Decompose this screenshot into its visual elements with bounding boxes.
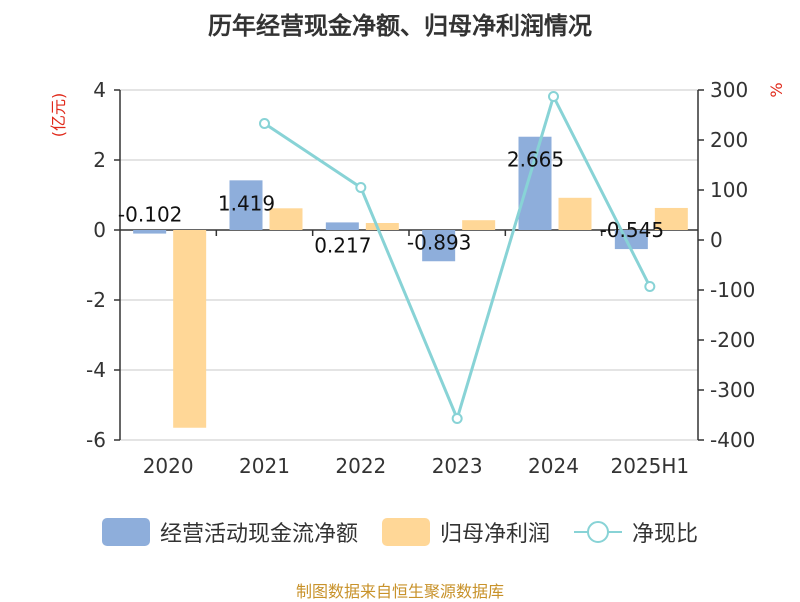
ratio-line-layer (259, 91, 656, 424)
chart-title: 历年经营现金净额、归母净利润情况 (208, 12, 592, 40)
legend-item-ratio[interactable]: 净现比 (574, 516, 698, 548)
legend-line-icon (574, 518, 622, 546)
data-label-cash-flow: -0.893 (407, 230, 471, 254)
bar-cash-flow (518, 136, 552, 230)
legend-label-cash-flow: 经营活动现金流净额 (159, 522, 358, 547)
legend-label-ratio: 净现比 (632, 522, 699, 547)
right-axis-tick-label: -100 (710, 278, 755, 302)
left-axis-tick-label: 2 (93, 148, 106, 172)
legend-swatch-cash-flow (101, 518, 150, 546)
legend-swatch-net-profit (381, 518, 430, 546)
x-axis-category-label: 2020 (143, 454, 194, 478)
left-axis-tick-label: -2 (86, 288, 106, 312)
bar-cash-flow (325, 222, 359, 230)
bars (133, 136, 688, 428)
data-labels: -0.102 1.419 0.217 -0.893 2.665 -0.545 (118, 148, 664, 258)
left-axis-tick-label: -6 (86, 428, 106, 452)
x-axis-category-label: 2023 (432, 454, 483, 478)
bar-net-profit (365, 223, 399, 230)
right-axis-tick-label: 100 (710, 178, 748, 202)
bar-net-profit (173, 230, 207, 428)
bar-net-profit (654, 207, 688, 230)
grid-lines (120, 89, 698, 441)
right-axis-tick-label: -300 (710, 378, 755, 402)
legend-item-net-profit[interactable]: 归母净利润 (381, 516, 550, 548)
data-label-cash-flow: -0.545 (600, 218, 664, 242)
left-axis-tick-label: -4 (86, 358, 106, 382)
right-axis-tick-label: 300 (710, 78, 748, 102)
left-axis-tick-label: 4 (93, 78, 106, 102)
ratio-point (259, 118, 270, 129)
data-label-cash-flow: 0.217 (314, 233, 371, 257)
bar-net-profit (558, 197, 592, 230)
bar-cash-flow (229, 180, 263, 230)
legend-label-net-profit: 归母净利润 (439, 522, 550, 547)
ratio-point (451, 413, 463, 424)
left-axis-tick-label: 0 (93, 218, 106, 242)
right-axis-tick-label: 0 (710, 228, 723, 252)
right-axis-tick-label: -400 (710, 428, 755, 452)
ratio-point (355, 182, 367, 193)
x-axis-category-label: 2024 (528, 454, 579, 478)
ratio-point (548, 91, 559, 102)
data-label-cash-flow: 1.419 (218, 191, 275, 215)
data-label-cash-flow: -0.102 (118, 203, 182, 227)
data-label-cash-flow: 2.665 (507, 148, 564, 172)
bar-net-profit (269, 208, 303, 230)
bar-cash-flow (422, 230, 456, 262)
right-axis-unit-label: % (767, 82, 786, 97)
x-axis-category-label: 2021 (239, 454, 290, 478)
right-axis-tick-label: -200 (710, 328, 755, 352)
ratio-point (644, 281, 656, 292)
x-axis-category-label: 2025H1 (610, 454, 689, 478)
left-axis-unit-label: (亿元) (49, 93, 68, 138)
x-axis-category-label: 2022 (335, 454, 386, 478)
bar-cash-flow (133, 230, 167, 234)
legend-item-cash-flow[interactable]: 经营活动现金流净额 (101, 516, 358, 548)
legend: 经营活动现金流净额 归母净利润 净现比 (0, 516, 800, 548)
right-axis-tick-label: 200 (710, 128, 748, 152)
axes: 4 2 0 -2 -4 -6 300 200 100 0 -100 -200 -300 -400 (亿元)%… (49, 78, 786, 478)
source-note: 制图数据来自恒生聚源数据库 (295, 582, 504, 601)
bar-net-profit (462, 220, 496, 230)
